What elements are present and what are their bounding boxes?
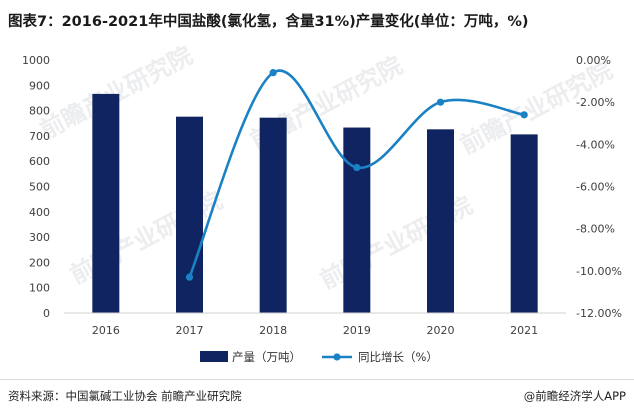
brand-credit: @前瞻经济学人APP — [523, 389, 626, 403]
legend-bar-swatch — [200, 351, 228, 362]
right-tick-label: -4.00% — [576, 138, 615, 151]
left-tick-label: 600 — [29, 155, 50, 168]
growth-point-2021 — [520, 111, 528, 119]
left-tick-label: 100 — [29, 282, 50, 295]
right-tick-label: -2.00% — [576, 96, 615, 109]
left-tick-label: 1000 — [22, 54, 50, 67]
bar-2016 — [92, 93, 120, 313]
x-tick-label: 2018 — [259, 324, 287, 337]
line-series — [185, 69, 528, 281]
x-tick-label: 2016 — [92, 324, 120, 337]
x-tick-label: 2019 — [343, 324, 371, 337]
left-tick-label: 900 — [29, 79, 50, 92]
left-tick-label: 200 — [29, 256, 50, 269]
bar-2019 — [343, 127, 371, 314]
right-axis: 0.00% -2.00% -4.00% -6.00% -8.00% -10.00% -12.… — [576, 54, 622, 320]
right-tick-label: -8.00% — [576, 223, 615, 236]
growth-point-2018 — [269, 69, 277, 77]
right-tick-label: -10.00% — [576, 265, 622, 278]
growth-point-2020 — [436, 98, 445, 106]
left-tick-label: 700 — [29, 130, 50, 143]
bar-2017 — [176, 116, 203, 313]
growth-point-2019 — [353, 163, 361, 172]
right-tick-label: 0.00% — [576, 54, 611, 67]
left-tick-label: 300 — [29, 231, 50, 244]
right-tick-label: -6.00% — [576, 181, 615, 194]
bar-series — [92, 93, 538, 314]
bar-2018 — [259, 117, 287, 314]
legend-line-marker — [333, 353, 341, 361]
left-axis: 0 100 200 300 400 500 600 700 800 900 1000 — [22, 54, 50, 320]
growth-line — [188, 69, 525, 278]
growth-point-2017 — [185, 273, 194, 281]
x-axis: 2016 2017 2018 2019 2020 2021 — [92, 324, 538, 337]
right-tick-label: -12.00% — [576, 307, 622, 320]
left-tick-label: 500 — [29, 181, 50, 194]
x-tick-label: 2021 — [510, 324, 538, 337]
x-tick-label: 2020 — [427, 324, 455, 337]
left-tick-label: 400 — [29, 206, 50, 219]
legend-bar-label: 产量（万吨） — [232, 350, 301, 364]
bar-2021 — [510, 134, 538, 313]
source-note: 资料来源：中国氯碱工业协会 前瞻产业研究院 — [8, 389, 242, 403]
x-tick-label: 2017 — [176, 324, 204, 337]
chart-title: 图表7：2016-2021年中国盐酸(氯化氢，含量31%)产量变化(单位：万吨，… — [8, 14, 529, 30]
footer-divider — [0, 379, 634, 380]
left-tick-label: 0 — [43, 307, 50, 320]
legend: 产量（万吨） 同比增长（%） — [200, 350, 438, 364]
legend-line-label: 同比增长（%） — [358, 350, 438, 364]
bar-2020 — [427, 129, 454, 313]
left-tick-label: 800 — [29, 105, 50, 118]
